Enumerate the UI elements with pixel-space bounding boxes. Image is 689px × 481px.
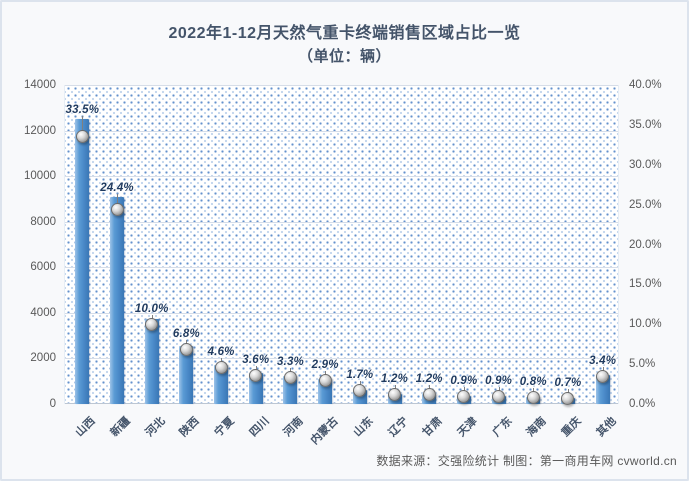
gridline: [65, 85, 618, 86]
category-label: 河北: [143, 415, 168, 440]
data-label: 0.9%: [450, 375, 478, 388]
category-label: 宁夏: [212, 415, 237, 440]
left-axis-tick: 8000: [30, 215, 56, 228]
plot-area: 33.5% 24.4% 10.0% 6.8% 4.6% 3.6% 3.3% 2.9% 1.7% 1…: [64, 85, 619, 405]
share-marker: [353, 383, 367, 397]
data-label: 3.3%: [276, 356, 304, 369]
left-axis-tick: 2000: [30, 352, 56, 365]
data-label: 1.7%: [346, 368, 374, 381]
gridline: [65, 267, 618, 269]
left-axis-tick: 4000: [30, 306, 56, 319]
bar: [214, 364, 229, 404]
share-marker: [596, 370, 610, 384]
gridline: [65, 221, 618, 223]
share-marker: [179, 343, 193, 357]
category-label: 内蒙古: [308, 415, 341, 447]
share-marker: [422, 387, 436, 401]
data-label: 0.8%: [519, 376, 547, 389]
right-axis-tick: 30.0%: [629, 158, 662, 171]
gridline: [65, 358, 618, 360]
data-label: 4.6%: [207, 345, 235, 358]
left-axis-tick: 10000: [24, 170, 56, 183]
data-label: 2.9%: [311, 359, 339, 372]
data-label: 0.7%: [554, 376, 582, 389]
right-axis-tick: 35.0%: [629, 118, 662, 131]
gridline: [65, 130, 618, 132]
right-axis-tick: 25.0%: [629, 198, 662, 211]
share-marker: [145, 317, 159, 331]
category-label: 甘肃: [420, 415, 445, 440]
share-marker: [249, 368, 263, 382]
category-label: 新疆: [108, 415, 133, 440]
right-axis-tick: 40.0%: [629, 79, 662, 91]
share-marker: [388, 387, 402, 401]
category-label: 陕西: [177, 415, 203, 440]
data-label: 24.4%: [100, 181, 134, 194]
category-label: 山东: [351, 415, 376, 440]
right-axis-tick: 20.0%: [629, 238, 662, 251]
category-label: 河南: [282, 415, 307, 440]
label-leader-line: [117, 193, 119, 210]
share-marker: [318, 374, 332, 388]
data-label: 3.4%: [589, 355, 617, 368]
data-label: 1.2%: [415, 372, 443, 385]
share-marker: [283, 371, 297, 385]
gridline: [65, 312, 618, 314]
bar: [110, 196, 125, 404]
bar: [179, 346, 194, 404]
share-marker: [110, 202, 124, 216]
category-label: 海南: [524, 415, 549, 440]
share-marker: [492, 390, 506, 404]
gridline: [65, 176, 618, 178]
data-label: 10.0%: [134, 302, 169, 315]
bar: [75, 119, 90, 404]
data-label: 6.8%: [172, 328, 200, 341]
left-axis-tick: 6000: [30, 261, 56, 274]
chart-title-block: 2022年1-12月天然气重卡终端销售区域占比一览 （单位：辆）: [2, 22, 687, 68]
right-axis-tick: 0.0%: [629, 398, 656, 410]
share-marker: [526, 391, 540, 405]
left-axis-tick: 12000: [24, 124, 56, 137]
chart-title: 2022年1-12月天然气重卡终端销售区域占比一览: [168, 25, 521, 42]
category-label: 其他: [594, 415, 619, 440]
share-marker: [214, 360, 228, 374]
share-marker: [457, 390, 471, 404]
category-label: 四川: [247, 415, 272, 440]
category-label: 天津: [455, 415, 480, 440]
category-label: 广东: [490, 415, 515, 440]
data-label: 3.6%: [242, 353, 270, 366]
left-axis: 0 2000 4000 6000 8000 10000 12000 14000: [2, 79, 64, 410]
category-label: 山西: [73, 415, 98, 440]
share-marker: [561, 391, 575, 405]
data-label: 33.5%: [65, 104, 100, 117]
share-marker: [75, 130, 89, 144]
left-axis-tick: 14000: [24, 79, 56, 91]
data-label: 0.9%: [485, 375, 513, 388]
chart-subtitle: （单位：辆）: [297, 48, 391, 65]
bar: [144, 319, 159, 404]
source-caption: 数据来源：交强险统计 制图：第一商用车网 cvworld.cn: [376, 454, 677, 468]
category-label: 辽宁: [386, 415, 411, 440]
left-axis-tick: 0: [49, 398, 56, 410]
right-axis-tick: 5.0%: [629, 358, 656, 371]
right-axis: 0.0% 5.0% 10.0% 15.0% 20.0% 25.0% 30.0% 35.0% 40…: [619, 79, 687, 410]
label-leader-line: [82, 116, 84, 137]
category-label: 重庆: [559, 415, 584, 440]
x-axis-line: [65, 403, 618, 404]
data-label: 1.2%: [381, 372, 409, 385]
right-axis-tick: 15.0%: [629, 278, 662, 291]
right-axis-tick: 10.0%: [629, 318, 662, 331]
